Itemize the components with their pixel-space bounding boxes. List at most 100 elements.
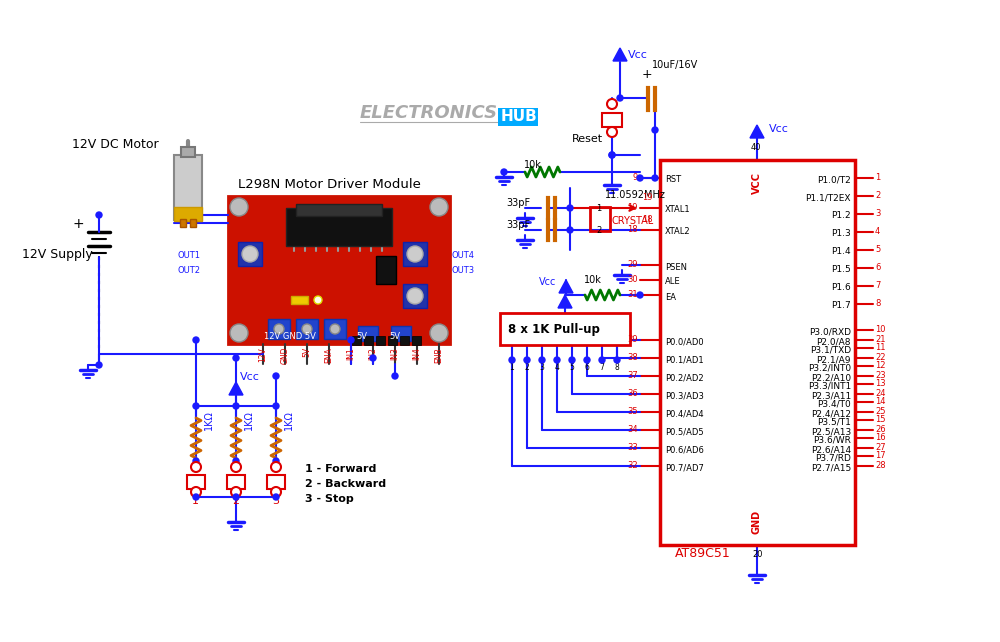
Text: Vcc: Vcc bbox=[628, 50, 648, 60]
Text: P3.1/TXD: P3.1/TXD bbox=[810, 345, 851, 354]
Text: 8 x 1K Pull-up: 8 x 1K Pull-up bbox=[508, 323, 600, 336]
Text: 1KΩ: 1KΩ bbox=[204, 410, 214, 430]
Text: 12V DC Motor: 12V DC Motor bbox=[72, 138, 159, 151]
Text: 8: 8 bbox=[615, 363, 619, 372]
Text: HUB: HUB bbox=[501, 109, 538, 124]
Text: P3.2/INT0: P3.2/INT0 bbox=[808, 363, 851, 372]
Text: P1.3: P1.3 bbox=[831, 229, 851, 238]
Text: 11: 11 bbox=[875, 343, 886, 352]
Circle shape bbox=[230, 198, 248, 216]
Polygon shape bbox=[613, 48, 627, 61]
Circle shape bbox=[273, 403, 279, 409]
Text: 9: 9 bbox=[633, 173, 638, 182]
Bar bbox=[296, 319, 318, 339]
Text: P0.2/AD2: P0.2/AD2 bbox=[665, 374, 704, 383]
Bar bbox=[602, 113, 622, 127]
Text: IN3: IN3 bbox=[390, 347, 400, 360]
Text: 17: 17 bbox=[875, 451, 886, 460]
Text: 24: 24 bbox=[875, 389, 886, 398]
Circle shape bbox=[501, 169, 507, 175]
Text: P1.0/T2: P1.0/T2 bbox=[817, 175, 851, 184]
Bar bbox=[403, 242, 427, 266]
Text: P3.5/T1: P3.5/T1 bbox=[817, 417, 851, 426]
Text: P2.3/A11: P2.3/A11 bbox=[811, 392, 851, 401]
Circle shape bbox=[330, 324, 340, 334]
Text: 1: 1 bbox=[510, 363, 514, 372]
Circle shape bbox=[569, 357, 575, 363]
Text: 10k: 10k bbox=[584, 275, 602, 285]
Text: 12: 12 bbox=[875, 361, 886, 370]
Text: 2: 2 bbox=[232, 496, 239, 506]
Text: 2: 2 bbox=[525, 363, 529, 372]
Text: P0.5/AD5: P0.5/AD5 bbox=[665, 428, 704, 437]
Text: 10uF/16V: 10uF/16V bbox=[652, 60, 698, 70]
Text: IN2: IN2 bbox=[368, 347, 378, 360]
Circle shape bbox=[193, 403, 199, 409]
Text: OUT2: OUT2 bbox=[178, 266, 201, 275]
Circle shape bbox=[392, 373, 398, 379]
Text: Vcc: Vcc bbox=[539, 277, 556, 287]
Text: 7: 7 bbox=[875, 281, 880, 290]
Bar bbox=[590, 207, 610, 231]
Circle shape bbox=[231, 462, 241, 472]
Text: 22: 22 bbox=[875, 353, 886, 362]
Text: 8: 8 bbox=[875, 299, 880, 308]
Text: 2: 2 bbox=[875, 191, 880, 200]
Circle shape bbox=[193, 494, 199, 500]
Circle shape bbox=[607, 127, 617, 137]
Bar bbox=[187, 475, 205, 489]
Circle shape bbox=[652, 127, 658, 133]
Text: 1KΩ: 1KΩ bbox=[284, 410, 294, 430]
Bar bbox=[660, 160, 855, 545]
Text: 5V: 5V bbox=[356, 332, 367, 341]
Circle shape bbox=[430, 198, 448, 216]
Text: IN1: IN1 bbox=[347, 347, 356, 360]
Bar bbox=[500, 313, 630, 345]
Circle shape bbox=[617, 95, 623, 101]
Circle shape bbox=[609, 152, 615, 158]
Text: 2 - Backward: 2 - Backward bbox=[305, 479, 386, 489]
Text: AT89C51: AT89C51 bbox=[675, 547, 731, 560]
Text: P1.1/T2EX: P1.1/T2EX bbox=[806, 193, 851, 202]
Text: 1 - Forward: 1 - Forward bbox=[305, 464, 376, 474]
Text: ENB: ENB bbox=[434, 347, 444, 363]
Text: P1.4: P1.4 bbox=[831, 248, 851, 257]
Circle shape bbox=[607, 99, 617, 109]
Text: 6: 6 bbox=[875, 263, 880, 272]
Text: 5: 5 bbox=[570, 363, 574, 372]
Text: P0.4/AD4: P0.4/AD4 bbox=[665, 410, 704, 419]
Text: GND: GND bbox=[752, 510, 762, 534]
Text: ELECTRONICS: ELECTRONICS bbox=[360, 104, 498, 122]
Bar bbox=[291, 296, 308, 304]
Circle shape bbox=[191, 462, 201, 472]
Text: 3 - Stop: 3 - Stop bbox=[305, 494, 354, 504]
Text: 13: 13 bbox=[875, 379, 886, 388]
Text: P2.7/A15: P2.7/A15 bbox=[811, 464, 851, 473]
Bar bbox=[391, 326, 411, 341]
Text: 30: 30 bbox=[627, 275, 638, 284]
Circle shape bbox=[230, 324, 248, 342]
Text: 12V Supply: 12V Supply bbox=[22, 248, 93, 261]
Text: 18: 18 bbox=[642, 215, 653, 224]
Text: 12V GND 5V: 12V GND 5V bbox=[264, 332, 316, 341]
Bar bbox=[352, 336, 361, 345]
Circle shape bbox=[314, 296, 322, 304]
Bar bbox=[324, 319, 346, 339]
Text: 10k: 10k bbox=[524, 160, 542, 170]
Text: 33pF: 33pF bbox=[506, 220, 530, 230]
Bar bbox=[364, 336, 373, 345]
Text: 32: 32 bbox=[627, 461, 638, 470]
Text: P0.7/AD7: P0.7/AD7 bbox=[665, 464, 704, 473]
Text: 4: 4 bbox=[875, 227, 880, 236]
Bar bbox=[190, 219, 196, 227]
Text: P2.6/A14: P2.6/A14 bbox=[811, 446, 851, 455]
Circle shape bbox=[539, 357, 545, 363]
Text: 1: 1 bbox=[192, 496, 199, 506]
Bar bbox=[412, 336, 421, 345]
Circle shape bbox=[233, 494, 239, 500]
Text: 1KΩ: 1KΩ bbox=[244, 410, 254, 430]
Polygon shape bbox=[558, 295, 572, 308]
Bar bbox=[227, 475, 245, 489]
Text: GND: GND bbox=[280, 347, 290, 365]
Circle shape bbox=[430, 324, 448, 342]
